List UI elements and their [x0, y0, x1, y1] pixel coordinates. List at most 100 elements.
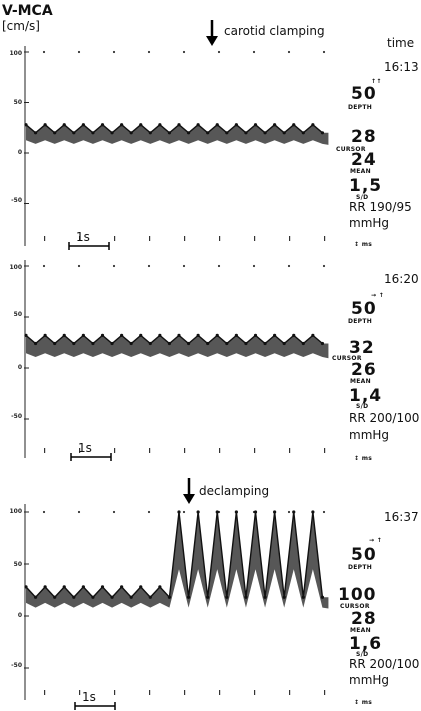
time-tick [219, 236, 221, 241]
time-tick [324, 236, 326, 241]
grid-dot [42, 50, 46, 54]
cursor-value: 100 [338, 585, 377, 605]
time-tick [184, 690, 186, 695]
time-tick [44, 236, 46, 241]
y-axis-label-line2: [cm/s] [2, 19, 40, 33]
depth-label: DEPTH [348, 318, 373, 325]
time-tick [184, 448, 186, 453]
grid-dot [182, 50, 186, 54]
blood-pressure: RR 200/100 [349, 657, 420, 671]
grid-dot [182, 264, 186, 268]
doppler-trace-plot [24, 504, 329, 700]
ytick: 50 [13, 311, 22, 318]
sd-ratio-label: S/D [356, 651, 369, 658]
time-tick [289, 448, 291, 453]
spectral-envelope [26, 335, 329, 365]
blood-pressure: RR 200/100 [349, 411, 420, 425]
down-arrow-icon [206, 20, 218, 46]
sd-ratio-value: 1,4 [349, 386, 383, 406]
mean-value: 28 [351, 609, 377, 629]
ytick: 100 [9, 50, 22, 57]
time-scale-label: 1s [76, 230, 90, 244]
ytick: -50 [11, 662, 22, 669]
ytick: 0 [17, 149, 22, 156]
grid-dot [42, 264, 46, 268]
time-tick [79, 236, 81, 241]
panel-time: 16:37 [384, 510, 419, 524]
cursor-label: CURSOR [332, 355, 362, 362]
ytick: 50 [13, 99, 22, 106]
grid-dot [252, 50, 256, 54]
time-tick [114, 236, 116, 241]
time-scale-bar [74, 702, 116, 710]
sd-ratio-label: S/D [356, 194, 369, 201]
ytick: -50 [11, 197, 22, 204]
time-tick [289, 690, 291, 695]
depth-label: DEPTH [348, 564, 373, 571]
event-label-clamping: carotid clamping [224, 24, 325, 38]
event-label-declamping: declamping [199, 484, 270, 498]
time-tick [44, 690, 46, 695]
panel-time: 16:20 [384, 272, 419, 286]
grid-dot [77, 50, 81, 54]
grid-dot [112, 264, 116, 268]
ytick: -50 [11, 413, 22, 420]
grid-dot [112, 510, 116, 514]
blood-pressure-unit: mmHg [349, 673, 390, 687]
series-line [25, 123, 323, 134]
grid-dot [322, 264, 326, 268]
blood-pressure: RR 190/95 [349, 200, 412, 214]
down-arrow-icon [183, 478, 195, 504]
cursor-label: CURSOR [336, 146, 366, 153]
time-tick [219, 690, 221, 695]
grid-dot [147, 264, 151, 268]
grid-dot [112, 50, 116, 54]
sd-ratio-label: S/D [356, 403, 369, 410]
time-tick [114, 690, 116, 695]
depth-label: DEPTH [348, 104, 373, 111]
depth-value: 50 [351, 84, 377, 104]
time-tick [324, 690, 326, 695]
ytick: 100 [9, 508, 22, 515]
mean-label: MEAN [350, 627, 371, 634]
time-tick [289, 236, 291, 241]
blood-pressure-unit: mmHg [349, 216, 390, 230]
spectral-envelope [26, 124, 329, 150]
series-point [320, 595, 325, 599]
mean-value: 26 [351, 360, 377, 380]
grid-dot [287, 510, 291, 514]
grid-dot [252, 264, 256, 268]
ytick: 0 [17, 612, 22, 619]
time-header: time [387, 36, 415, 50]
blood-pressure-unit: mmHg [349, 428, 390, 442]
time-scale-bar [68, 242, 110, 250]
time-tick [149, 690, 151, 695]
time-tick [44, 448, 46, 453]
time-tick [324, 448, 326, 453]
depth-value: 50 [351, 299, 377, 319]
time-tick [219, 448, 221, 453]
grid-dot [287, 50, 291, 54]
grid-dot [217, 50, 221, 54]
depth-marker: → ↑ [371, 292, 385, 299]
grid-dot [182, 510, 186, 514]
time-tick [79, 690, 81, 695]
cursor-label: CURSOR [340, 603, 370, 610]
depth-marker: → ↑ [369, 537, 383, 544]
panel-footer-label: ↕ ms [354, 455, 373, 462]
panel-footer-label: ↕ ms [354, 241, 373, 248]
time-tick [149, 448, 151, 453]
grid-dot [217, 264, 221, 268]
ytick: 0 [17, 364, 22, 371]
grid-dot [287, 264, 291, 268]
grid-dot [77, 510, 81, 514]
mean-label: MEAN [350, 168, 371, 175]
grid-dot [77, 264, 81, 268]
grid-dot [147, 50, 151, 54]
panel-footer-label: ↕ ms [354, 699, 373, 706]
time-scale-label: 1s [82, 690, 96, 704]
cursor-value: 32 [349, 338, 375, 358]
time-tick [184, 236, 186, 241]
y-axis-label-line1: V-MCA [2, 3, 53, 19]
time-tick [149, 236, 151, 241]
